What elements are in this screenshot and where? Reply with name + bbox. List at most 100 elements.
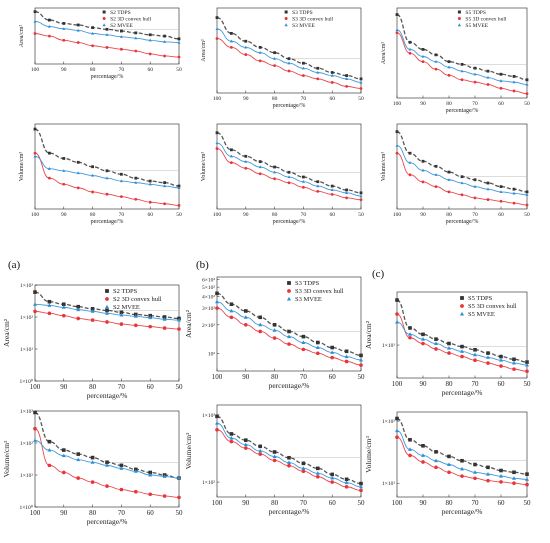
- data-point-tdps: [48, 151, 51, 155]
- x-tick-label: 50: [358, 499, 366, 507]
- data-point-hull: [434, 347, 438, 351]
- series-line-hull: [396, 152, 528, 206]
- data-point-mvee: [473, 72, 477, 76]
- x-tick-label: 80: [89, 383, 97, 391]
- y-tick-label: 1×10⁰: [19, 378, 33, 385]
- x-tick-label: 50: [358, 96, 364, 102]
- data-point-mvee: [525, 193, 529, 196]
- data-point-tdps: [48, 18, 51, 22]
- data-point-hull: [90, 480, 95, 484]
- data-point-hull: [512, 367, 516, 371]
- data-point-mvee: [105, 33, 109, 36]
- data-point-tdps: [62, 157, 66, 160]
- data-point-mvee: [215, 27, 219, 30]
- x-axis-label: percentage/%: [273, 103, 306, 109]
- data-point-mvee: [301, 466, 306, 470]
- data-point-mvee: [395, 143, 399, 147]
- data-point-tdps: [47, 299, 52, 304]
- data-point-tdps: [434, 450, 438, 454]
- data-point-mvee: [447, 65, 451, 69]
- data-point-mvee: [61, 453, 66, 458]
- data-point-hull: [434, 185, 438, 189]
- panel-label-b: (b): [196, 259, 209, 271]
- data-point-mvee: [61, 305, 66, 309]
- data-point-mvee: [421, 168, 425, 172]
- x-tick-label: 50: [358, 373, 366, 381]
- chart-s3_vol_top: 100 90 80 70 60 50 percentage/% Volume/cm³: [201, 123, 364, 225]
- y-axis-label: Area/cm²: [2, 318, 11, 347]
- data-point-tdps: [395, 130, 399, 134]
- data-point-hull: [105, 46, 109, 49]
- data-point-mvee: [47, 447, 52, 452]
- data-point-tdps: [301, 334, 306, 339]
- data-point-mvee: [215, 421, 219, 425]
- data-point-mvee: [512, 191, 516, 195]
- data-point-tdps: [525, 472, 529, 476]
- x-tick-label: 60: [498, 380, 506, 388]
- data-point-hull: [512, 201, 516, 205]
- legend-label: S2 MVEE: [113, 304, 140, 311]
- x-tick-label: 50: [524, 212, 530, 218]
- legend-marker-mvee: [459, 311, 465, 316]
- x-tick-label: 100: [212, 499, 223, 507]
- x-tick-label: 100: [392, 380, 403, 388]
- data-point-hull: [421, 341, 425, 346]
- data-point-tdps: [90, 455, 95, 460]
- data-point-hull: [33, 426, 37, 431]
- series-line-tdps: [396, 13, 528, 81]
- x-axis-label: percentage/%: [269, 507, 310, 516]
- data-point-hull: [91, 44, 94, 48]
- data-point-tdps: [33, 410, 37, 415]
- data-point-tdps: [215, 131, 219, 135]
- data-point-tdps: [359, 481, 363, 486]
- data-point-hull: [215, 306, 219, 310]
- data-point-mvee: [316, 70, 320, 74]
- y-axis-label: Volume/cm³: [19, 152, 25, 182]
- series-line-mvee: [396, 430, 528, 480]
- legend-label: S3 3D convex hull: [295, 288, 344, 295]
- x-tick-label: 60: [329, 96, 335, 102]
- data-point-tdps: [215, 414, 219, 419]
- data-point-hull: [90, 318, 95, 322]
- data-point-mvee: [215, 299, 219, 304]
- data-point-hull: [499, 480, 503, 484]
- legend-marker-mvee: [284, 23, 288, 27]
- data-point-mvee: [345, 77, 349, 80]
- data-point-mvee: [47, 167, 51, 170]
- data-point-hull: [359, 87, 363, 90]
- data-point-tdps: [434, 337, 438, 341]
- data-point-mvee: [473, 352, 477, 357]
- data-point-mvee: [119, 466, 124, 470]
- legend-marker-tdps: [105, 289, 109, 293]
- data-point-mvee: [258, 322, 263, 327]
- data-point-hull: [62, 38, 66, 42]
- data-point-hull: [345, 84, 348, 88]
- data-point-tdps: [512, 357, 516, 362]
- data-point-hull: [486, 83, 490, 86]
- y-tick-label: 1×10¹: [20, 347, 33, 353]
- legend-label: S3 3D convex hull: [292, 17, 334, 23]
- x-tick-label: 70: [118, 383, 126, 391]
- data-point-tdps: [330, 472, 334, 477]
- x-tick-label: 60: [498, 212, 504, 218]
- data-point-hull: [134, 323, 138, 328]
- axes-frame: [34, 410, 180, 508]
- x-tick-label: 80: [272, 212, 278, 218]
- data-point-mvee: [316, 184, 320, 188]
- series-line-mvee: [396, 145, 528, 196]
- data-point-mvee: [287, 334, 291, 339]
- data-point-tdps: [486, 69, 490, 73]
- data-point-hull: [395, 435, 399, 440]
- x-tick-label: 70: [301, 96, 307, 102]
- data-point-hull: [177, 204, 181, 207]
- y-tick-label: 1×10⁰: [19, 504, 33, 511]
- data-point-hull: [229, 439, 234, 444]
- data-point-mvee: [486, 187, 490, 191]
- y-tick-label: 2×10²: [202, 323, 215, 329]
- series-line-mvee: [34, 21, 180, 43]
- data-point-mvee: [330, 73, 334, 77]
- chart-s2_vol_top: 100 90 80 70 60 50 percentage/% Volume/cm³: [19, 123, 182, 225]
- data-point-mvee: [76, 171, 80, 175]
- data-point-mvee: [359, 80, 363, 84]
- data-point-tdps: [287, 329, 291, 334]
